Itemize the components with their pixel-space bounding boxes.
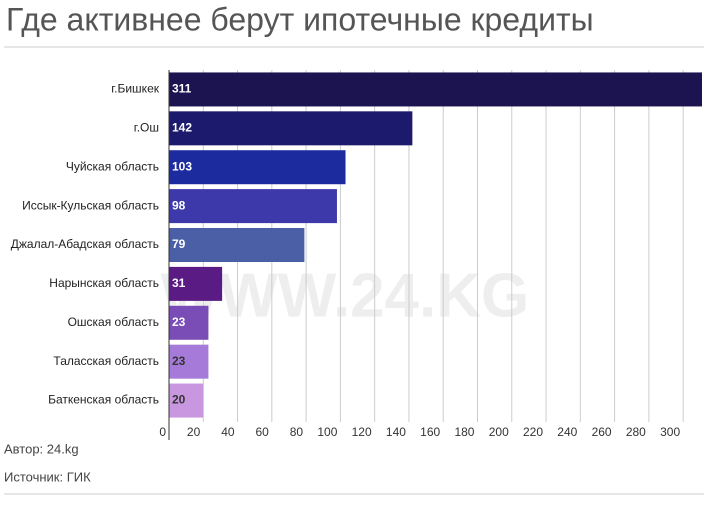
y-tick-label: г.Ош (134, 121, 159, 135)
value-label: 23 (172, 315, 186, 329)
bar (169, 189, 337, 224)
y-tick-label: Ошская область (68, 315, 159, 329)
bar (169, 305, 209, 340)
value-label: 311 (172, 82, 192, 96)
y-tick-label: Иссык-Кульская область (22, 198, 159, 212)
value-label: 79 (172, 237, 186, 251)
x-tick-label: 140 (386, 425, 406, 439)
bar (169, 111, 413, 146)
x-tick-label: 200 (489, 425, 509, 439)
author: Автор: 24.kg (4, 441, 79, 456)
x-tick-label: 300 (660, 425, 680, 439)
x-tick-label: 260 (592, 425, 612, 439)
x-tick-label: 280 (626, 425, 646, 439)
bar (169, 266, 223, 301)
y-tick-label: Таласская область (53, 354, 159, 368)
bar (169, 72, 702, 107)
x-tick-label: 160 (420, 425, 440, 439)
bar (169, 150, 346, 185)
value-label: 103 (172, 159, 192, 173)
value-label: 23 (172, 354, 186, 368)
value-label: 20 (172, 393, 186, 407)
x-tick-label: 0 (159, 425, 166, 439)
y-tick-label: Нарынская область (49, 276, 159, 290)
x-tick-label: 20 (187, 425, 201, 439)
y-tick-label: Баткенская область (48, 393, 159, 407)
value-label: 98 (172, 198, 186, 212)
x-tick-label: 40 (221, 425, 235, 439)
y-tick-label: Джалал-Абадская область (11, 237, 159, 251)
x-tick-label: 100 (317, 425, 337, 439)
x-tick-label: 220 (523, 425, 543, 439)
y-tick-label: Чуйская область (66, 159, 159, 173)
bar (169, 344, 209, 379)
bar (169, 228, 305, 262)
x-tick-label: 60 (255, 425, 269, 439)
x-tick-label: 80 (290, 425, 304, 439)
x-tick-label: 120 (352, 425, 372, 439)
chart-title: Где активнее берут ипотечные кредиты (6, 1, 594, 37)
x-tick-label: 240 (557, 425, 577, 439)
value-label: 142 (172, 121, 192, 135)
watermark: WWW.24.KG (161, 261, 530, 330)
y-tick-label: г.Бишкек (111, 82, 160, 96)
value-label: 31 (172, 276, 186, 290)
x-tick-label: 180 (454, 425, 474, 439)
bar (169, 383, 204, 418)
source: Источник: ГИК (4, 469, 91, 484)
